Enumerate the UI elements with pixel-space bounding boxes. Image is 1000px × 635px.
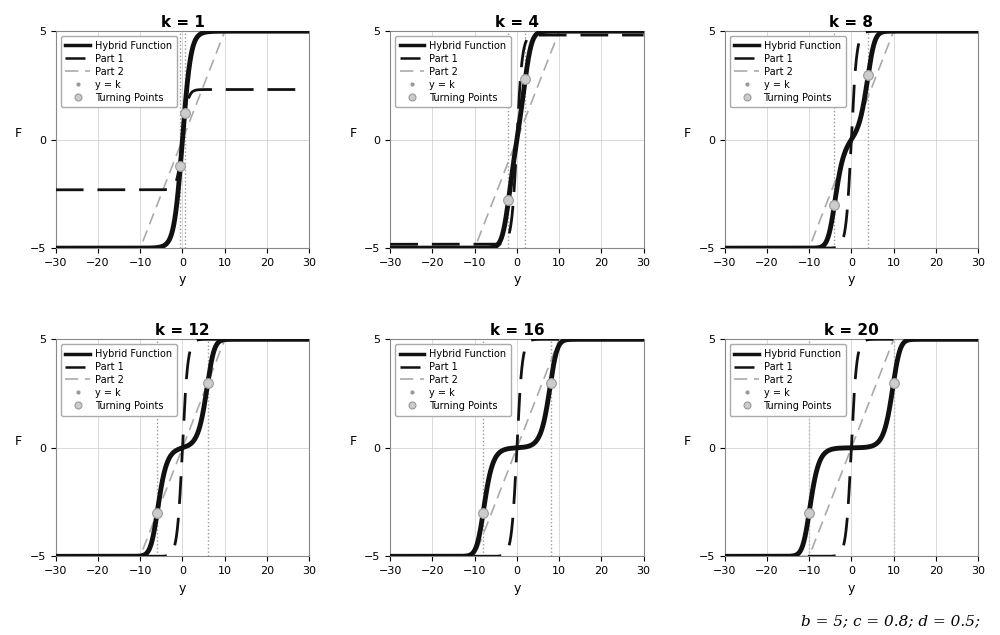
Legend: Hybrid Function, Part 1, Part 2, y = k, Turning Points: Hybrid Function, Part 1, Part 2, y = k, … [61,36,177,107]
Legend: Hybrid Function, Part 1, Part 2, y = k, Turning Points: Hybrid Function, Part 1, Part 2, y = k, … [730,36,846,107]
X-axis label: y: y [848,274,855,286]
X-axis label: y: y [179,582,186,594]
X-axis label: y: y [179,274,186,286]
Y-axis label: F: F [15,435,22,448]
Title: k = 4: k = 4 [495,15,539,30]
Title: k = 12: k = 12 [155,323,210,338]
Title: k = 8: k = 8 [829,15,873,30]
Legend: Hybrid Function, Part 1, Part 2, y = k, Turning Points: Hybrid Function, Part 1, Part 2, y = k, … [395,36,511,107]
X-axis label: y: y [513,582,521,594]
Title: k = 20: k = 20 [824,323,879,338]
Y-axis label: F: F [349,435,357,448]
Text: b = 5; c = 0.8; d = 0.5;: b = 5; c = 0.8; d = 0.5; [801,615,980,629]
Title: k = 1: k = 1 [161,15,204,30]
X-axis label: y: y [513,274,521,286]
Y-axis label: F: F [15,126,22,140]
Y-axis label: F: F [684,126,691,140]
Legend: Hybrid Function, Part 1, Part 2, y = k, Turning Points: Hybrid Function, Part 1, Part 2, y = k, … [61,344,177,415]
Legend: Hybrid Function, Part 1, Part 2, y = k, Turning Points: Hybrid Function, Part 1, Part 2, y = k, … [395,344,511,415]
Legend: Hybrid Function, Part 1, Part 2, y = k, Turning Points: Hybrid Function, Part 1, Part 2, y = k, … [730,344,846,415]
Y-axis label: F: F [349,126,357,140]
Y-axis label: F: F [684,435,691,448]
Title: k = 16: k = 16 [490,323,544,338]
X-axis label: y: y [848,582,855,594]
